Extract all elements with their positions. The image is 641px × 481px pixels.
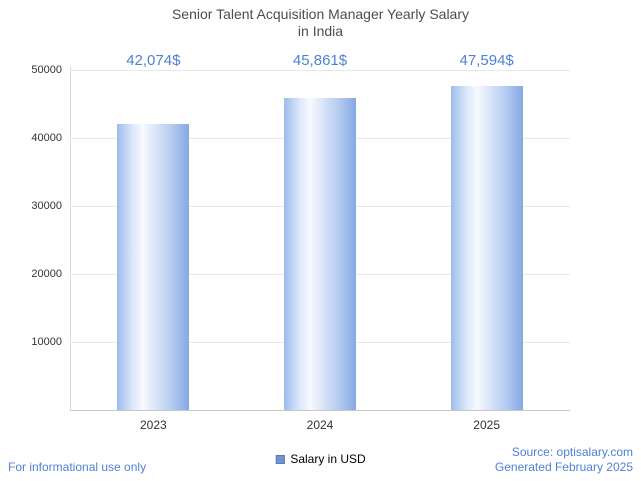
x-tick-label: 2025 [473, 418, 500, 432]
y-tick-label: 20000 [31, 268, 62, 280]
y-tick-label: 10000 [31, 336, 62, 348]
legend-swatch-icon [275, 454, 285, 464]
disclaimer-text: For informational use only [8, 460, 147, 474]
gridline [70, 70, 570, 71]
source-block: Source: optisalary.com Generated Februar… [495, 445, 633, 475]
x-tick-label: 2024 [306, 418, 334, 432]
bar-2024 [284, 98, 356, 410]
chart-title-line2: in India [297, 23, 344, 39]
bar-2025 [450, 86, 523, 410]
bar-2023 [117, 123, 190, 410]
bar-value-label: 42,074$ [126, 52, 181, 69]
source-link[interactable]: Source: optisalary.com [511, 445, 633, 459]
legend-label: Salary in USD [290, 452, 366, 466]
chart-legend: Salary in USD [275, 452, 366, 466]
y-tick-label: 50000 [31, 64, 62, 76]
y-axis-line [70, 66, 71, 410]
y-tick-label: 40000 [31, 132, 62, 144]
x-tick-label: 2023 [139, 418, 167, 432]
chart-title: Senior Talent Acquisition Manager Yearly… [0, 6, 641, 40]
generated-date: Generated February 2025 [494, 460, 633, 474]
bar-value-label: 45,861$ [292, 52, 348, 69]
chart-title-line1: Senior Talent Acquisition Manager Yearly… [171, 6, 470, 22]
y-tick-label: 30000 [31, 200, 62, 212]
x-axis-line [70, 410, 570, 411]
bar-value-label: 47,594$ [459, 52, 514, 69]
